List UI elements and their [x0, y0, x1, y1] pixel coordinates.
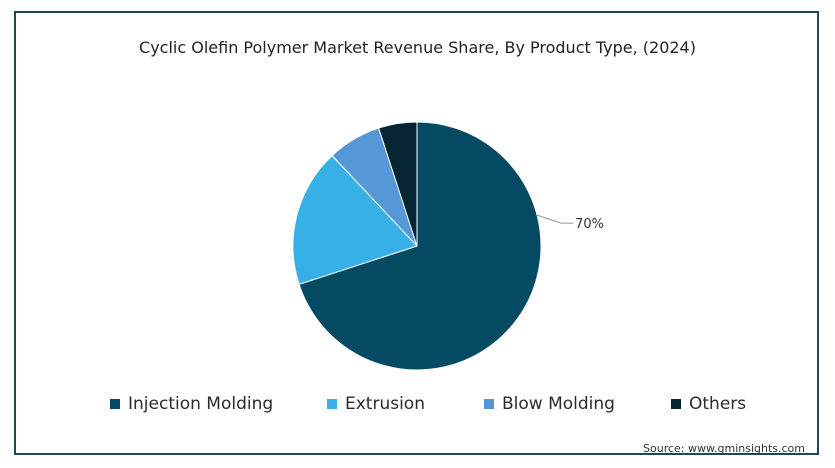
- pie-slices: [292, 121, 542, 371]
- pie-data-labels: 70%: [536, 214, 604, 232]
- legend-label-injection-molding: Injection Molding: [128, 394, 274, 414]
- source-note: Source: www.gminsights.com: [643, 442, 805, 455]
- leader-line-injection-molding: [536, 214, 574, 224]
- legend-swatch-injection-molding: [110, 399, 120, 409]
- legend-label-blow-molding: Blow Molding: [502, 394, 615, 414]
- legend-item-others: Others: [671, 394, 746, 414]
- legend-swatch-extrusion: [327, 399, 337, 409]
- legend-swatch-others: [671, 399, 681, 409]
- legend-label-extrusion: Extrusion: [345, 394, 425, 414]
- chart-legend: Injection Molding Extrusion Blow Molding…: [0, 394, 835, 416]
- legend-label-others: Others: [689, 394, 747, 414]
- legend-item-injection-molding: Injection Molding: [110, 394, 273, 414]
- pie-slice-others: [378, 121, 418, 247]
- legend-swatch-blow-molding: [484, 399, 494, 409]
- legend-item-extrusion: Extrusion: [327, 394, 425, 414]
- chart-title: Cyclic Olefin Polymer Market Revenue Sha…: [139, 38, 696, 57]
- legend-item-blow-molding: Blow Molding: [484, 394, 615, 414]
- pie-slice-extrusion: [292, 154, 418, 285]
- data-label-injection-molding: 70%: [575, 217, 604, 232]
- pie-slice-injection-molding: [298, 121, 542, 371]
